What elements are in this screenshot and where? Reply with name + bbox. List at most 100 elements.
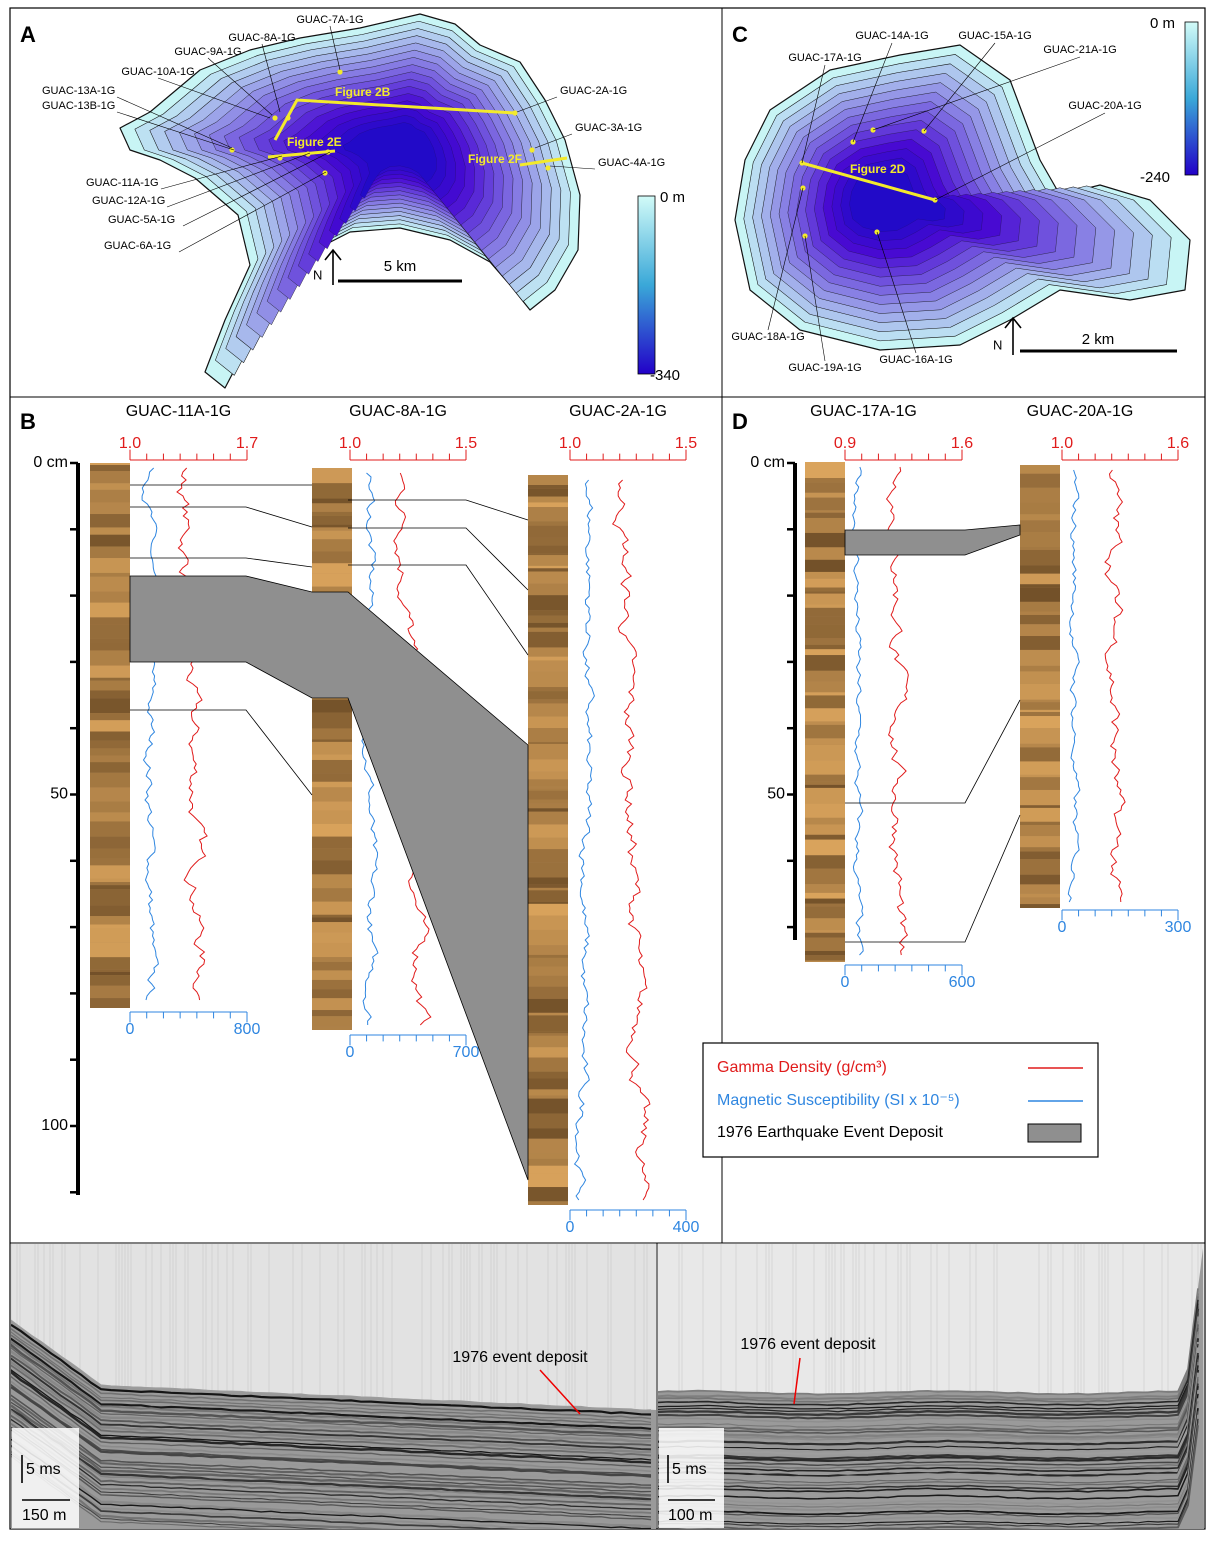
core-band bbox=[528, 1012, 568, 1016]
core-band bbox=[528, 703, 568, 717]
reflector bbox=[11, 1390, 652, 1482]
reflector bbox=[658, 1425, 1199, 1529]
log-curve bbox=[1104, 469, 1126, 903]
core-band bbox=[1020, 487, 1060, 503]
correlation-line bbox=[845, 814, 1021, 943]
core-band bbox=[805, 892, 845, 899]
core-band bbox=[1020, 699, 1060, 703]
reflector bbox=[11, 1438, 652, 1529]
label: B bbox=[20, 409, 36, 434]
core-band bbox=[312, 888, 352, 902]
core-band bbox=[90, 650, 130, 666]
core-band bbox=[805, 695, 845, 709]
label: 150 m bbox=[22, 1507, 66, 1524]
event-deposit bbox=[129, 575, 529, 1181]
core-band bbox=[528, 957, 568, 967]
core-band bbox=[312, 836, 352, 849]
core-band bbox=[1020, 683, 1060, 700]
core-band bbox=[528, 824, 568, 838]
core-band bbox=[90, 801, 130, 813]
core-band bbox=[528, 1089, 568, 1096]
core-band bbox=[312, 1016, 352, 1027]
label: 0 m bbox=[660, 189, 685, 206]
core-band bbox=[90, 998, 130, 1008]
label: GUAC-21A-1G bbox=[1043, 44, 1116, 56]
core-band bbox=[528, 485, 568, 489]
core-band bbox=[312, 781, 352, 788]
core-band bbox=[805, 681, 845, 693]
core-band bbox=[528, 555, 568, 566]
label: GUAC-14A-1G bbox=[855, 30, 928, 42]
core-band bbox=[312, 914, 352, 918]
core-band bbox=[312, 848, 352, 861]
label: 0 bbox=[566, 1219, 575, 1236]
core-band bbox=[90, 534, 130, 547]
leader bbox=[157, 77, 271, 119]
pointer bbox=[793, 1357, 801, 1405]
reflector bbox=[11, 1375, 652, 1468]
core-band bbox=[1020, 743, 1060, 748]
core-band bbox=[528, 929, 568, 946]
core-band bbox=[90, 642, 130, 651]
label: Figure 2E bbox=[287, 135, 342, 149]
core-band bbox=[312, 754, 352, 760]
log-curve bbox=[573, 479, 595, 1201]
core-band bbox=[90, 465, 130, 472]
label: 300 bbox=[1165, 919, 1192, 936]
label: N bbox=[313, 267, 322, 282]
reflector bbox=[658, 1321, 1199, 1428]
core-band bbox=[1020, 611, 1060, 615]
core-band bbox=[528, 986, 568, 999]
leader bbox=[876, 231, 917, 354]
correlation-line bbox=[348, 564, 529, 656]
core-band bbox=[312, 503, 352, 512]
reflector bbox=[658, 1347, 1199, 1456]
core-band bbox=[528, 568, 568, 572]
reflector bbox=[11, 1354, 652, 1447]
core-band bbox=[805, 655, 845, 671]
core-band bbox=[805, 960, 845, 962]
leader bbox=[116, 111, 235, 151]
label: GUAC-7A-1G bbox=[296, 14, 363, 26]
label: GUAC-5A-1G bbox=[108, 214, 175, 226]
core-band bbox=[528, 475, 568, 486]
core-site bbox=[529, 147, 535, 153]
reflector bbox=[11, 1334, 652, 1426]
reflector bbox=[11, 1319, 652, 1411]
core-band bbox=[90, 755, 130, 763]
leader bbox=[182, 151, 331, 227]
core-band bbox=[528, 901, 568, 904]
core-band bbox=[528, 1031, 568, 1034]
profile-line bbox=[273, 98, 516, 141]
core-site bbox=[325, 149, 331, 155]
core-band bbox=[312, 922, 352, 933]
reflector bbox=[658, 1341, 1200, 1449]
label: -240 bbox=[1140, 169, 1170, 186]
label: 1.0 bbox=[119, 435, 141, 452]
core-band bbox=[805, 593, 845, 605]
leader bbox=[801, 64, 826, 164]
core-band bbox=[528, 1153, 568, 1159]
label: GUAC-13A-1G bbox=[42, 85, 115, 97]
core-band bbox=[528, 779, 568, 787]
core-band bbox=[1020, 547, 1060, 550]
core-band bbox=[528, 622, 568, 628]
core-band bbox=[528, 808, 568, 812]
core-band bbox=[805, 517, 845, 533]
reflector bbox=[658, 1383, 1199, 1490]
core-band bbox=[312, 728, 352, 740]
core-band bbox=[90, 624, 130, 639]
core-band bbox=[90, 572, 130, 577]
reflector bbox=[11, 1409, 652, 1503]
label: 1.5 bbox=[455, 435, 477, 452]
core-band bbox=[90, 916, 130, 925]
reflector bbox=[658, 1316, 1199, 1423]
core-band bbox=[528, 903, 568, 916]
legend-swatch bbox=[1027, 1123, 1082, 1143]
core-band bbox=[528, 966, 568, 976]
label: GUAC-17A-1G bbox=[788, 52, 861, 64]
core-band bbox=[312, 530, 352, 540]
label: A bbox=[20, 22, 36, 47]
label: GUAC-12A-1G bbox=[92, 195, 165, 207]
